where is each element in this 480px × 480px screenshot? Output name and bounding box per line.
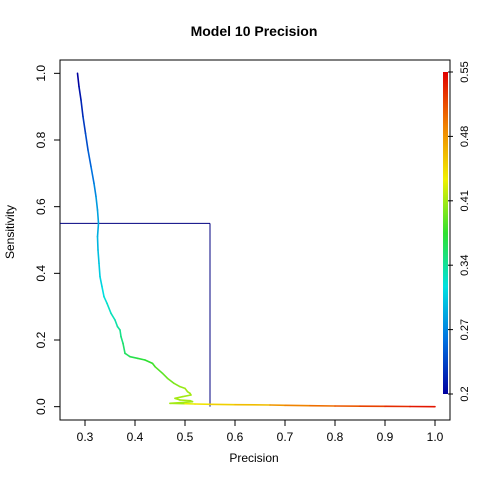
precision-curve: [76, 72, 436, 408]
y-tick-label: 1.0: [34, 65, 48, 82]
colorbar-tick-label: 0.27: [459, 319, 471, 340]
curve-segment: [129, 355, 139, 360]
curve-segment: [98, 262, 101, 278]
curve-segment: [78, 85, 82, 101]
plot-frame: [59, 59, 451, 421]
curve-segment: [90, 165, 95, 185]
curve-segment: [119, 329, 122, 338]
curve-segment: [166, 377, 175, 385]
curve-segment: [76, 72, 80, 88]
curve-segment: [114, 319, 119, 328]
y-tick-label: 0.8: [34, 131, 48, 148]
x-axis-label: Precision: [229, 451, 278, 465]
colorbar-tick-label: 0.55: [459, 61, 471, 82]
y-axis: 0.0 0.2 0.4 0.6 0.8 1.0: [34, 65, 60, 415]
x-tick-label: 0.9: [377, 430, 394, 444]
curve-segment: [173, 382, 181, 388]
colorbar-tick-label: 0.34: [459, 254, 471, 275]
curve-segment: [136, 357, 146, 361]
curve-segment: [179, 385, 186, 390]
curve-segment: [179, 400, 194, 404]
curve-segment: [101, 285, 105, 298]
curve-segment: [96, 209, 100, 225]
chart-title: Model 10 Precision: [191, 23, 318, 39]
colorbar-tick-label: 0.2: [459, 386, 471, 401]
curve-segment: [122, 342, 126, 355]
curve-segment: [179, 399, 191, 402]
x-tick-label: 1.0: [427, 430, 444, 444]
curve-segment: [110, 312, 116, 321]
x-tick-label: 0.6: [227, 430, 244, 444]
x-tick-label: 0.7: [277, 430, 294, 444]
x-axis: 0.3 0.4 0.5 0.6 0.7 0.8 0.9 1.0: [77, 420, 444, 444]
curve-segment: [106, 302, 112, 315]
curve-segment: [82, 115, 87, 135]
curve-segment: [161, 372, 169, 380]
curve-segment: [120, 335, 124, 345]
y-axis-label: Sensitivity: [3, 205, 17, 259]
colorbar: [443, 72, 448, 394]
curve-segment: [93, 182, 97, 198]
reference-lines: [60, 222, 211, 407]
curve-segment: [95, 195, 99, 211]
x-tick-label: 0.3: [77, 430, 94, 444]
x-tick-label: 0.8: [327, 430, 344, 444]
curve-segment: [96, 222, 100, 238]
curve-segment: [181, 394, 192, 398]
curve-segment: [144, 359, 154, 365]
curve-segment: [84, 132, 89, 151]
curve-segment: [97, 249, 100, 265]
curve-segment: [103, 295, 108, 305]
curve-segment: [154, 365, 164, 375]
colorbar-tick-label: 0.48: [459, 126, 471, 147]
curve-segment: [124, 352, 131, 358]
colorbar-axis: 0.2 0.27 0.34 0.41 0.48 0.55: [448, 61, 471, 402]
curve-segment: [87, 149, 92, 168]
x-tick-label: 0.4: [127, 430, 144, 444]
curve-segment: [80, 99, 84, 118]
curve-segment: [174, 397, 181, 401]
y-tick-label: 0.4: [34, 265, 48, 282]
y-tick-label: 0.2: [34, 331, 48, 348]
x-tick-label: 0.5: [177, 430, 194, 444]
curve-segment: [96, 235, 99, 251]
colorbar-tick-label: 0.41: [459, 190, 471, 211]
y-tick-label: 0.6: [34, 198, 48, 215]
curve-segment: [99, 275, 103, 288]
y-tick-label: 0.0: [34, 398, 48, 415]
